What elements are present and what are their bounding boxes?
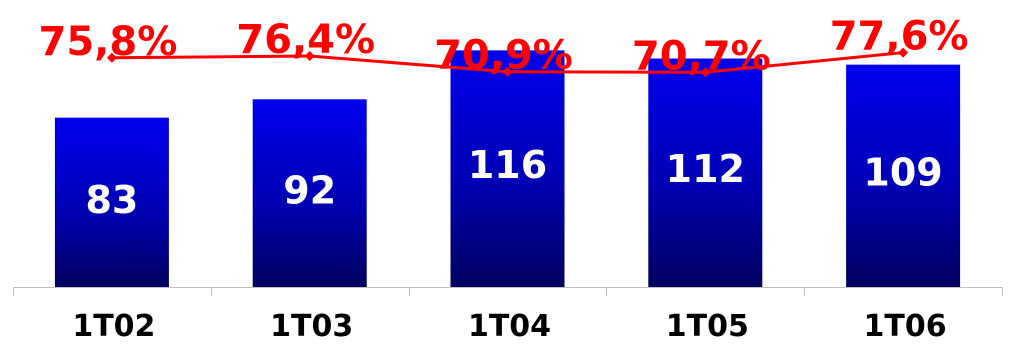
bar-1T05	[648, 58, 763, 287]
category-label: 1T06	[864, 309, 947, 344]
category-label: 1T02	[72, 309, 155, 344]
bar-series	[54, 50, 961, 288]
bar-value-label: 109	[863, 150, 942, 194]
bar-value-label: 116	[468, 143, 547, 187]
bar-value-labels: 83 92 116 112 109	[85, 143, 942, 222]
category-label: 1T04	[468, 309, 551, 344]
category-label: 1T05	[666, 309, 749, 344]
bar-1T04	[450, 50, 565, 287]
line-point-marker	[898, 47, 909, 58]
line-series	[106, 47, 909, 78]
x-axis	[13, 287, 1003, 296]
line-point-marker	[304, 51, 315, 62]
bar-value-label: 92	[283, 168, 336, 212]
line-value-label: 70,7%	[632, 33, 771, 79]
bar-1T02	[54, 117, 169, 288]
line-point-marker	[700, 67, 711, 78]
bar-1T06	[846, 64, 961, 287]
line-point-marker	[502, 66, 513, 77]
category-labels: 1T02 1T03 1T04 1T05 1T06	[72, 309, 946, 344]
line-value-label: 76,4%	[236, 17, 375, 63]
line-value-labels: 75,8% 76,4% 70,9% 70,7% 77,6%	[39, 14, 969, 80]
category-label: 1T03	[270, 309, 353, 344]
line-value-label: 70,9%	[434, 33, 573, 79]
bar-value-label: 83	[85, 178, 138, 222]
bar-1T03	[252, 99, 367, 287]
bar-value-label: 112	[666, 147, 745, 191]
line-value-label: 77,6%	[830, 14, 969, 60]
line-value-label: 75,8%	[39, 19, 178, 65]
line-point-marker	[106, 52, 117, 63]
